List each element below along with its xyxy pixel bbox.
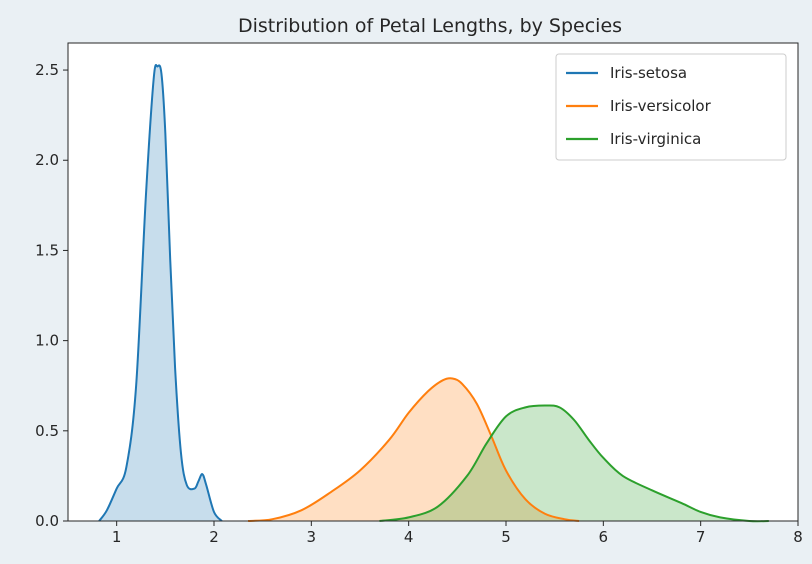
y-tick-label: 2.5 [35, 61, 59, 79]
area-iris-setosa [99, 64, 222, 522]
area-iris-virginica [379, 405, 769, 522]
legend: Iris-setosa Iris-versicolor Iris-virginica [555, 53, 787, 161]
legend-label-iris-virginica: Iris-virginica [610, 130, 701, 148]
y-tick-label: 2.0 [35, 151, 59, 169]
line-iris-virginica [379, 404, 769, 523]
y-axis: 0.0 0.5 1.0 1.5 2.0 2.5 [35, 61, 68, 530]
line-iris-setosa [98, 63, 223, 522]
x-tick-label: 7 [696, 528, 706, 546]
x-tick-label: 8 [793, 528, 803, 546]
x-tick-label: 3 [307, 528, 317, 546]
x-tick-label: 6 [599, 528, 609, 546]
density-lines [98, 63, 769, 523]
y-tick-label: 0.0 [35, 512, 59, 530]
x-axis: 1 2 3 4 5 6 7 8 [112, 521, 803, 546]
line-iris-versicolor [247, 377, 580, 522]
density-areas [99, 64, 769, 522]
x-tick-label: 4 [404, 528, 414, 546]
legend-label-iris-setosa: Iris-setosa [610, 64, 687, 82]
y-tick-label: 0.5 [35, 422, 59, 440]
y-tick-label: 1.0 [35, 332, 59, 350]
x-tick-label: 5 [501, 528, 511, 546]
area-iris-versicolor [248, 378, 579, 521]
legend-box [555, 53, 787, 161]
plot-frame [67, 42, 799, 522]
x-tick-label: 2 [209, 528, 219, 546]
y-tick-label: 1.5 [35, 241, 59, 259]
x-tick-label: 1 [112, 528, 122, 546]
legend-label-iris-versicolor: Iris-versicolor [610, 97, 712, 115]
chart-title: Distribution of Petal Lengths, by Specie… [238, 15, 622, 37]
